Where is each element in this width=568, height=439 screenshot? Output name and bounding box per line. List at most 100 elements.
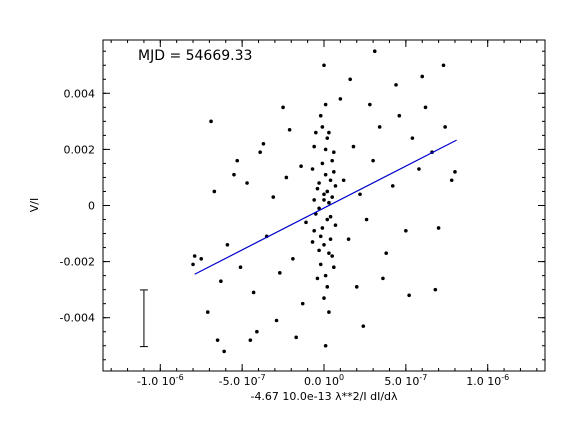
data-point: [341, 178, 346, 183]
data-point: [332, 170, 336, 174]
data-point: [281, 105, 285, 110]
data-point: [333, 184, 338, 188]
y-tick-label: 0.002: [64, 143, 96, 156]
data-point: [332, 265, 336, 270]
data-point: [417, 167, 421, 171]
data-point: [372, 49, 377, 54]
data-point: [209, 119, 213, 124]
data-point: [322, 296, 326, 300]
data-point: [225, 242, 230, 247]
data-point: [222, 349, 226, 354]
y-tick-label: 0: [88, 200, 95, 213]
data-point: [330, 254, 334, 258]
data-point: [299, 164, 303, 169]
data-point: [325, 285, 330, 289]
data-point: [351, 144, 356, 149]
data-point: [327, 310, 331, 314]
data-point: [291, 256, 295, 261]
x-tick-label: -1.0 10-6: [137, 373, 184, 388]
data-point: [332, 150, 336, 155]
data-point: [361, 324, 366, 328]
data-point: [323, 147, 328, 152]
data-point: [328, 214, 333, 219]
data-point: [312, 228, 316, 233]
data-point: [433, 287, 438, 292]
data-points: [191, 49, 457, 354]
data-point: [368, 102, 372, 107]
data-point: [325, 189, 330, 194]
data-point: [317, 181, 321, 185]
data-point: [304, 220, 308, 225]
x-axis-label: -4.67 10.0e-13 λ**2/I dI/dλ: [250, 390, 398, 403]
data-point: [322, 242, 326, 247]
data-point: [404, 228, 408, 233]
data-point: [278, 271, 282, 275]
data-point: [397, 113, 402, 118]
data-point: [322, 63, 326, 68]
x-axis-ticks: -1.0 10-6 -5.0 10-7 0.0 100 5.0 10-7 1.0 10-…: [110, 40, 538, 388]
data-point: [323, 102, 328, 107]
data-point: [394, 83, 398, 87]
data-point: [330, 158, 334, 163]
data-point: [284, 175, 289, 180]
data-point: [320, 226, 325, 230]
data-point: [325, 217, 330, 222]
data-point: [327, 130, 331, 135]
data-point: [381, 276, 385, 281]
y-tick-label: -0.002: [60, 256, 95, 269]
data-point: [318, 262, 323, 267]
data-point: [322, 192, 326, 197]
data-point: [192, 254, 197, 258]
data-point: [315, 186, 320, 191]
data-point: [453, 170, 457, 174]
data-point: [338, 97, 343, 101]
data-point: [354, 285, 359, 289]
data-point: [449, 178, 454, 183]
data-point: [312, 198, 316, 202]
data-point: [232, 172, 236, 177]
data-point: [328, 237, 333, 241]
data-point: [407, 293, 411, 298]
data-point: [199, 256, 204, 261]
data-point: [346, 237, 351, 241]
data-point: [330, 195, 334, 199]
y-tick-label: -0.004: [60, 312, 95, 325]
data-point: [238, 265, 243, 270]
data-point: [420, 74, 425, 79]
data-point: [323, 172, 328, 177]
data-point: [315, 276, 320, 281]
data-point: [320, 161, 325, 166]
data-point: [245, 181, 249, 185]
fit-line: [194, 139, 457, 275]
data-point: [235, 158, 240, 163]
y-axis-label: V/I: [28, 198, 41, 212]
data-point: [271, 195, 276, 199]
data-point: [390, 184, 395, 188]
x-tick-label: 5.0 10-7: [384, 373, 427, 388]
data-point: [248, 338, 253, 342]
data-point: [287, 127, 292, 132]
data-point: [327, 200, 331, 205]
data-point: [436, 226, 441, 230]
data-point: [423, 105, 428, 110]
data-point: [258, 150, 262, 155]
data-point: [212, 189, 217, 194]
data-point: [317, 206, 321, 211]
data-point: [317, 248, 321, 253]
data-point: [310, 167, 315, 171]
data-point: [255, 329, 259, 334]
x-tick-label: -5.0 10-7: [219, 373, 266, 388]
data-point: [314, 130, 318, 135]
data-point: [318, 113, 323, 118]
data-point: [215, 338, 220, 342]
x-tick-label: 1.0 10-6: [466, 373, 509, 388]
data-point: [358, 192, 362, 197]
data-point: [443, 125, 447, 129]
data-point: [320, 125, 325, 129]
data-point: [410, 136, 415, 140]
data-point: [274, 318, 279, 323]
y-axis-ticks: 0.004 0.002 0 -0.002 -0.004: [60, 50, 545, 361]
data-point: [322, 198, 326, 202]
data-point: [312, 144, 316, 149]
